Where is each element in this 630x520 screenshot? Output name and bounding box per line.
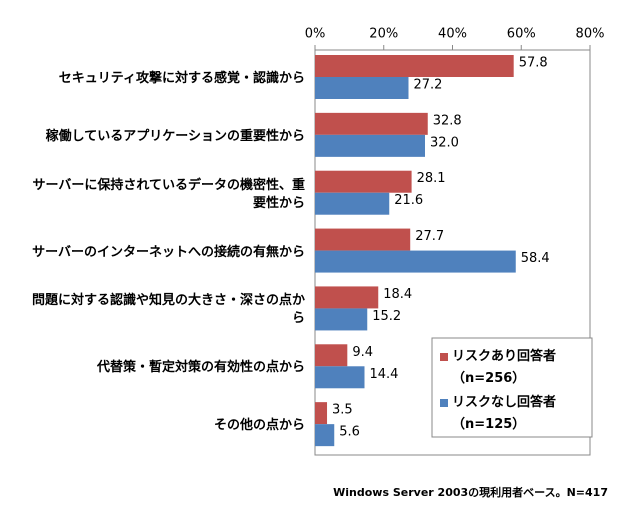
bar [315, 192, 390, 215]
value-label: 58.4 [521, 251, 550, 266]
category-label: 稼働しているアプリケーションの重要性から [45, 128, 305, 144]
legend-entry: リスクあり回答者（n=256） [452, 349, 557, 386]
bar [315, 170, 412, 193]
x-tick-label: 40% [438, 27, 467, 42]
legend-box [431, 337, 593, 438]
bar [315, 55, 514, 77]
bar [315, 366, 365, 389]
bar [315, 308, 368, 331]
value-label: 32.0 [430, 135, 459, 150]
value-label: 5.6 [339, 425, 360, 440]
footnote: Windows Server 2003の現利用者ベース。N=417 [333, 486, 608, 499]
bar [315, 228, 411, 251]
value-label: 28.1 [417, 171, 446, 186]
category-label: サーバーに保持されているデータの機密性、重要性から [32, 177, 305, 211]
value-label: 32.8 [433, 113, 462, 128]
bar [315, 112, 428, 135]
value-label: 21.6 [394, 193, 423, 208]
bar [315, 286, 379, 309]
value-label: 9.4 [352, 345, 373, 360]
value-label: 15.2 [372, 309, 401, 324]
bar [315, 250, 516, 273]
category-label: その他の点から [213, 418, 305, 434]
x-tick-label: 0% [305, 27, 326, 42]
bar [315, 344, 348, 367]
value-label: 14.4 [370, 367, 399, 382]
legend-entry: リスクなし回答者（n=125） [452, 395, 557, 432]
category-label: セキュリティ攻撃に対する感覚・認識から [58, 70, 305, 86]
value-label: 27.2 [414, 78, 443, 93]
x-tick-label: 60% [507, 27, 536, 42]
value-label: 3.5 [332, 403, 353, 418]
value-label: 18.4 [383, 287, 412, 302]
legend-swatch [440, 353, 448, 361]
category-label: 代替策・暫定対策の有効性の点から [96, 360, 305, 376]
x-tick-label: 80% [576, 27, 605, 42]
bar [315, 424, 335, 447]
category-label: サーバーのインターネットへの接続の有無から [32, 244, 305, 260]
legend-swatch [440, 399, 448, 407]
category-label: 問題に対する認識や知見の大きさ・深さの点から [31, 293, 305, 327]
value-label: 57.8 [519, 56, 548, 71]
x-tick-label: 20% [369, 27, 398, 42]
bar [315, 402, 328, 425]
bar [315, 134, 425, 157]
bar [315, 77, 409, 99]
value-label: 27.7 [415, 229, 444, 244]
